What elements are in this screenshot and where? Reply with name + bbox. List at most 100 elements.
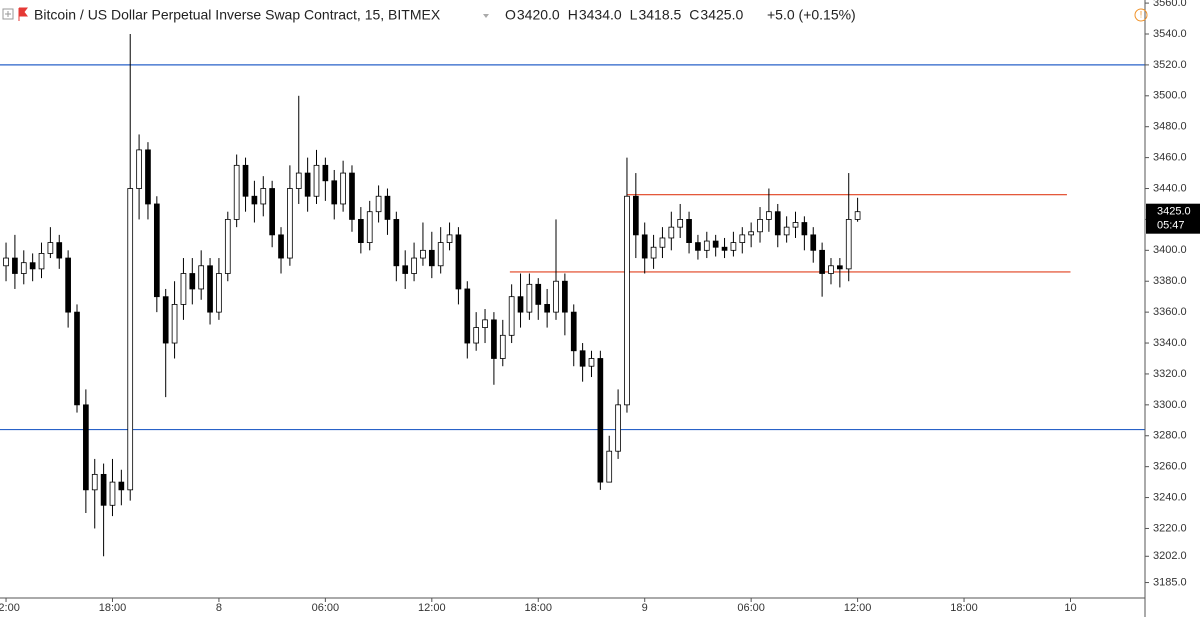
- candle-body: [74, 311, 80, 406]
- icon-warning-mark: !: [1140, 9, 1143, 19]
- candle-body: [854, 211, 861, 220]
- candle-body: [535, 283, 542, 305]
- chart-title: Bitcoin / US Dollar Perpetual Inverse Sw…: [34, 7, 441, 23]
- x-tick-label: 12:00: [844, 602, 872, 614]
- candle-body: [366, 211, 373, 243]
- y-tick-label: 3240.0: [1153, 491, 1187, 503]
- candle-body: [641, 234, 648, 259]
- candle-body: [845, 219, 852, 270]
- x-tick-label: 18:00: [950, 602, 978, 614]
- candle-body: [198, 265, 205, 290]
- x-tick-label: 18:00: [99, 602, 127, 614]
- x-tick-label: 12:00: [418, 602, 446, 614]
- candle-body: [260, 188, 267, 205]
- x-tick-label: 8: [216, 602, 222, 614]
- candle-body: [703, 240, 710, 251]
- candle-body: [499, 334, 506, 359]
- candle-body: [801, 222, 808, 236]
- candle-body: [12, 257, 18, 274]
- y-tick-label: 3440.0: [1153, 182, 1187, 194]
- candle-body: [153, 203, 160, 298]
- legend-key: H: [568, 7, 578, 23]
- candle-body: [562, 280, 568, 313]
- x-tick-label: 06:00: [312, 602, 340, 614]
- candle-body: [437, 242, 444, 267]
- candle-body: [349, 172, 355, 220]
- legend-value: 3434.0: [579, 7, 622, 23]
- candle-body: [118, 481, 125, 491]
- candle-body: [136, 149, 142, 189]
- legend-value: 3418.5: [638, 7, 681, 23]
- icon-warning[interactable]: [1134, 8, 1148, 22]
- candle-body: [3, 257, 9, 267]
- icon-expand[interactable]: [2, 8, 14, 20]
- candle-body: [56, 242, 63, 259]
- y-tick-label: 3220.0: [1153, 522, 1187, 534]
- candle-body: [632, 195, 639, 236]
- candle-body: [207, 265, 213, 313]
- candle-body: [837, 265, 843, 270]
- y-tick-label: 3560.0: [1153, 0, 1187, 9]
- candle-body: [553, 280, 559, 313]
- candle-body: [358, 219, 364, 243]
- candle-body: [774, 211, 781, 236]
- y-tick-label: 3500.0: [1153, 90, 1187, 102]
- candle-body: [224, 219, 231, 274]
- candle-body: [712, 240, 719, 248]
- y-tick-label: 3360.0: [1153, 306, 1187, 318]
- candle-body: [739, 234, 746, 243]
- y-tick-label: 3320.0: [1153, 368, 1187, 380]
- candle-body: [615, 404, 621, 452]
- candle-body: [455, 234, 462, 290]
- candle-body: [508, 296, 515, 336]
- candle-body: [464, 288, 471, 344]
- candle-body: [269, 188, 275, 236]
- candle-body: [331, 180, 338, 205]
- candle-body: [189, 273, 196, 290]
- candle-body: [295, 172, 302, 189]
- candle-body: [428, 249, 435, 267]
- candle-body: [783, 226, 790, 236]
- legend-key: L: [630, 7, 638, 23]
- candle-body: [393, 219, 400, 267]
- candle-body: [606, 450, 613, 483]
- candle-body: [47, 242, 54, 254]
- candle-body: [278, 234, 284, 259]
- candle-body: [677, 219, 684, 228]
- y-tick-label: 3400.0: [1153, 244, 1187, 256]
- candle-body: [420, 249, 426, 259]
- candle-body: [384, 195, 391, 220]
- candle-body: [473, 327, 480, 344]
- y-tick-label: 3280.0: [1153, 430, 1187, 442]
- candle-body: [233, 164, 240, 220]
- plot-area: [0, 33, 1145, 557]
- legend-key: C: [689, 7, 699, 23]
- candle-body: [517, 296, 524, 313]
- countdown: 05:47: [1157, 220, 1185, 232]
- candle-body: [287, 188, 293, 259]
- candle-body: [748, 231, 754, 236]
- x-tick-label: 06:00: [737, 602, 765, 614]
- candle-body: [100, 473, 107, 506]
- candle-body: [313, 164, 320, 197]
- icon-dropdown[interactable]: [483, 14, 489, 18]
- candle-body: [792, 222, 799, 228]
- candle-body: [730, 242, 737, 251]
- candle-body: [38, 253, 45, 270]
- candle-body: [491, 319, 497, 359]
- candle-body: [721, 246, 728, 251]
- candle-body: [659, 237, 666, 248]
- y-tick-label: 3300.0: [1153, 399, 1187, 411]
- candle-body: [171, 304, 178, 344]
- y-tick-label: 3460.0: [1153, 152, 1187, 164]
- candle-body: [162, 296, 169, 344]
- icon-flag[interactable]: [18, 7, 28, 21]
- candle-body: [526, 283, 533, 313]
- candle-body: [482, 319, 488, 328]
- ohlc-legend: O 3420.0 H 3434.0 L 3418.5 C 3425.0: [505, 7, 743, 23]
- y-tick-label: 3520.0: [1153, 59, 1187, 71]
- candle-body: [570, 311, 577, 352]
- candle-body: [810, 234, 817, 251]
